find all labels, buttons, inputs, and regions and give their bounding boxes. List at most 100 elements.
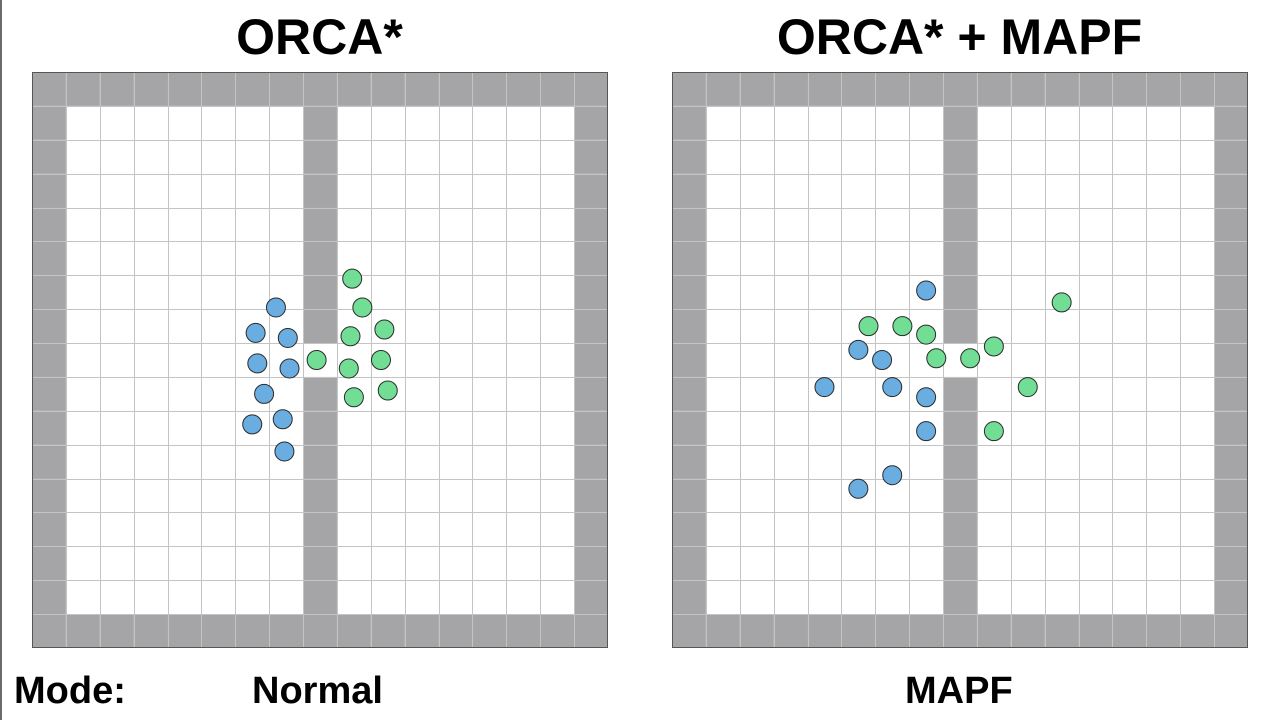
wall-cell bbox=[943, 546, 977, 581]
wall-cell bbox=[1214, 173, 1248, 208]
wall-cell bbox=[943, 207, 977, 242]
wall-cell bbox=[32, 580, 66, 615]
window-left-edge bbox=[0, 0, 2, 720]
wall-cell bbox=[1214, 72, 1248, 106]
wall-cell bbox=[32, 173, 66, 208]
wall-cell bbox=[303, 546, 337, 581]
wall-cell bbox=[370, 614, 405, 648]
wall-cell bbox=[99, 614, 134, 648]
wall-cell bbox=[336, 72, 371, 106]
wall-cell bbox=[303, 580, 337, 615]
wall-cell bbox=[574, 546, 608, 581]
wall-cell bbox=[32, 139, 66, 174]
green-agent bbox=[916, 324, 937, 345]
wall-cell bbox=[1078, 72, 1113, 106]
wall-cell bbox=[1214, 139, 1248, 174]
wall-cell bbox=[404, 614, 439, 648]
wall-cell bbox=[32, 614, 66, 648]
wall-cell bbox=[32, 444, 66, 479]
wall-cell bbox=[1112, 614, 1147, 648]
wall-cell bbox=[672, 410, 706, 445]
wall-cell bbox=[32, 376, 66, 411]
wall-cell bbox=[976, 614, 1011, 648]
wall-cell bbox=[574, 207, 608, 242]
wall-cell bbox=[32, 105, 66, 140]
wall-cell bbox=[438, 72, 473, 106]
wall-cell bbox=[943, 241, 977, 276]
wall-cell bbox=[807, 614, 842, 648]
wall-cell bbox=[943, 614, 977, 648]
wall-cell bbox=[201, 72, 236, 106]
wall-cell bbox=[739, 72, 774, 106]
wall-cell bbox=[672, 309, 706, 344]
green-agent bbox=[858, 316, 879, 337]
wall-cell bbox=[672, 614, 706, 648]
blue-agent bbox=[882, 465, 903, 486]
wall-cell bbox=[672, 343, 706, 377]
wall-cell bbox=[65, 614, 100, 648]
wall-cell bbox=[1214, 478, 1248, 513]
green-agent bbox=[1051, 292, 1072, 313]
blue-agent bbox=[272, 409, 293, 430]
blue-agent bbox=[254, 383, 275, 404]
wall-cell bbox=[32, 546, 66, 581]
wall-cell bbox=[574, 309, 608, 344]
wall-cell bbox=[1044, 72, 1079, 106]
green-agent bbox=[338, 358, 359, 379]
wall-cell bbox=[1214, 275, 1248, 310]
wall-cell bbox=[32, 207, 66, 242]
wall-cell bbox=[235, 72, 270, 106]
wall-cell bbox=[672, 275, 706, 310]
wall-cell bbox=[672, 241, 706, 276]
wall-cell bbox=[1180, 72, 1215, 106]
wall-cell bbox=[540, 614, 575, 648]
wall-cell bbox=[1214, 376, 1248, 411]
green-agent bbox=[374, 319, 395, 340]
wall-cell bbox=[672, 546, 706, 581]
wall-cell bbox=[574, 72, 608, 106]
blue-agent bbox=[848, 478, 869, 499]
grid-lines bbox=[32, 72, 608, 648]
blue-agent bbox=[882, 377, 903, 398]
wall-cell bbox=[672, 512, 706, 547]
blue-agent bbox=[848, 339, 869, 360]
wall-cell bbox=[201, 614, 236, 648]
blue-agent bbox=[247, 353, 268, 374]
wall-cell bbox=[705, 72, 740, 106]
wall-cell bbox=[574, 376, 608, 411]
wall-cell bbox=[32, 72, 66, 106]
wall-cell bbox=[1214, 444, 1248, 479]
right-mode-value: MAPF bbox=[905, 670, 1013, 712]
wall-cell bbox=[574, 614, 608, 648]
wall-cell bbox=[472, 72, 507, 106]
wall-cell bbox=[909, 614, 944, 648]
blue-agent bbox=[814, 377, 835, 398]
wall-cell bbox=[1010, 614, 1045, 648]
wall-cell bbox=[303, 444, 337, 479]
wall-cell bbox=[1214, 410, 1248, 445]
wall-cell bbox=[807, 72, 842, 106]
left-grid-map bbox=[32, 72, 608, 648]
wall-cell bbox=[269, 614, 304, 648]
green-agent bbox=[370, 350, 391, 370]
wall-cell bbox=[1214, 309, 1248, 344]
wall-cell bbox=[1214, 580, 1248, 615]
wall-cell bbox=[574, 512, 608, 547]
wall-cell bbox=[303, 105, 337, 140]
wall-cell bbox=[303, 376, 337, 411]
blue-agent bbox=[277, 327, 298, 348]
wall-cell bbox=[875, 72, 910, 106]
wall-cell bbox=[841, 72, 876, 106]
blue-agent bbox=[916, 421, 937, 442]
wall-cell bbox=[943, 580, 977, 615]
wall-cell bbox=[1214, 105, 1248, 140]
wall-cell bbox=[1044, 614, 1079, 648]
wall-cell bbox=[303, 173, 337, 208]
green-agent bbox=[960, 348, 981, 369]
green-agent bbox=[1017, 377, 1038, 398]
wall-cell bbox=[773, 72, 808, 106]
wall-cell bbox=[943, 139, 977, 174]
wall-cell bbox=[943, 309, 977, 344]
wall-cell bbox=[370, 72, 405, 106]
wall-cell bbox=[1010, 72, 1045, 106]
